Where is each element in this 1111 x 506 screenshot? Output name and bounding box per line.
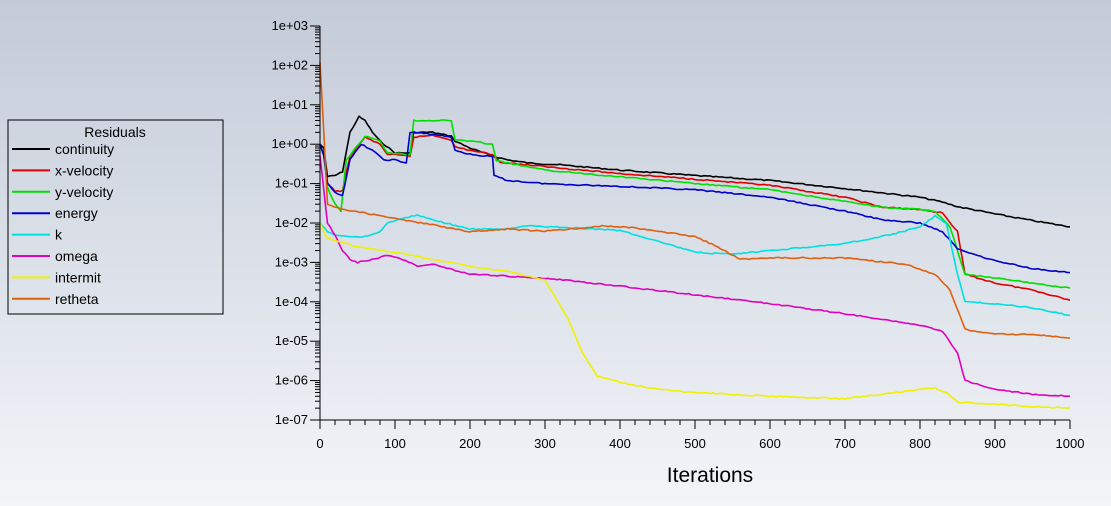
x-tick-label: 500 [684, 436, 706, 451]
y-tick-label: 1e-02 [275, 215, 308, 230]
legend: Residuals continuity x-velocity y-velocity… [7, 119, 224, 315]
y-axis: 1e-07 1e-06 1e-05 1e-04 1e-03 1e-02 1e-01 1e+00… [271, 18, 321, 427]
legend-label-energy: energy [55, 205, 98, 221]
y-tick-label: 1e+02 [271, 57, 308, 72]
x-tick-label: 600 [759, 436, 781, 451]
y-tick-label: 1e+01 [271, 97, 308, 112]
x-tick-label: 800 [909, 436, 931, 451]
x-tick-label: 400 [609, 436, 631, 451]
y-tick-label: 1e-04 [275, 294, 308, 309]
series-line-k [319, 214, 1071, 317]
plot-area [319, 62, 1071, 409]
series-line-intermit [319, 222, 1070, 409]
x-tick-label: 300 [534, 436, 556, 451]
legend-label-retheta: retheta [55, 291, 99, 307]
y-tick-label: 1e-01 [275, 176, 308, 191]
y-tick-label: 1e+03 [271, 18, 308, 33]
legend-label-y-velocity: y-velocity [55, 184, 113, 200]
y-tick-label: 1e+00 [271, 136, 308, 151]
series-line-x-velocity [319, 134, 1071, 301]
legend-label-intermit: intermit [55, 269, 101, 285]
x-tick-label: 0 [316, 436, 323, 451]
series-line-retheta [319, 62, 1071, 339]
x-tick-label: 100 [384, 436, 406, 451]
legend-label-omega: omega [55, 248, 98, 264]
x-axis: 0 100 200 300 400 500 600 700 800 900 1000 [316, 419, 1085, 451]
y-tick-label: 1e-05 [275, 333, 308, 348]
legend-box [7, 119, 224, 315]
y-tick-label: 1e-06 [275, 373, 308, 388]
legend-label-continuity: continuity [55, 141, 114, 157]
x-tick-label: 200 [459, 436, 481, 451]
legend-label-x-velocity: x-velocity [55, 162, 113, 178]
y-tick-label: 1e-07 [275, 412, 308, 427]
x-tick-label: 700 [834, 436, 856, 451]
x-tick-label: 1000 [1056, 436, 1085, 451]
x-tick-label: 900 [984, 436, 1006, 451]
series-line-energy [319, 131, 1071, 274]
y-tick-label: 1e-03 [275, 254, 308, 269]
legend-title: Residuals [84, 124, 145, 140]
legend-label-k: k [55, 227, 63, 243]
x-axis-title: Iterations [667, 464, 753, 487]
series-line-y-velocity [319, 119, 1071, 290]
series-line-continuity [319, 115, 1070, 228]
series-line-omega [319, 156, 1071, 398]
